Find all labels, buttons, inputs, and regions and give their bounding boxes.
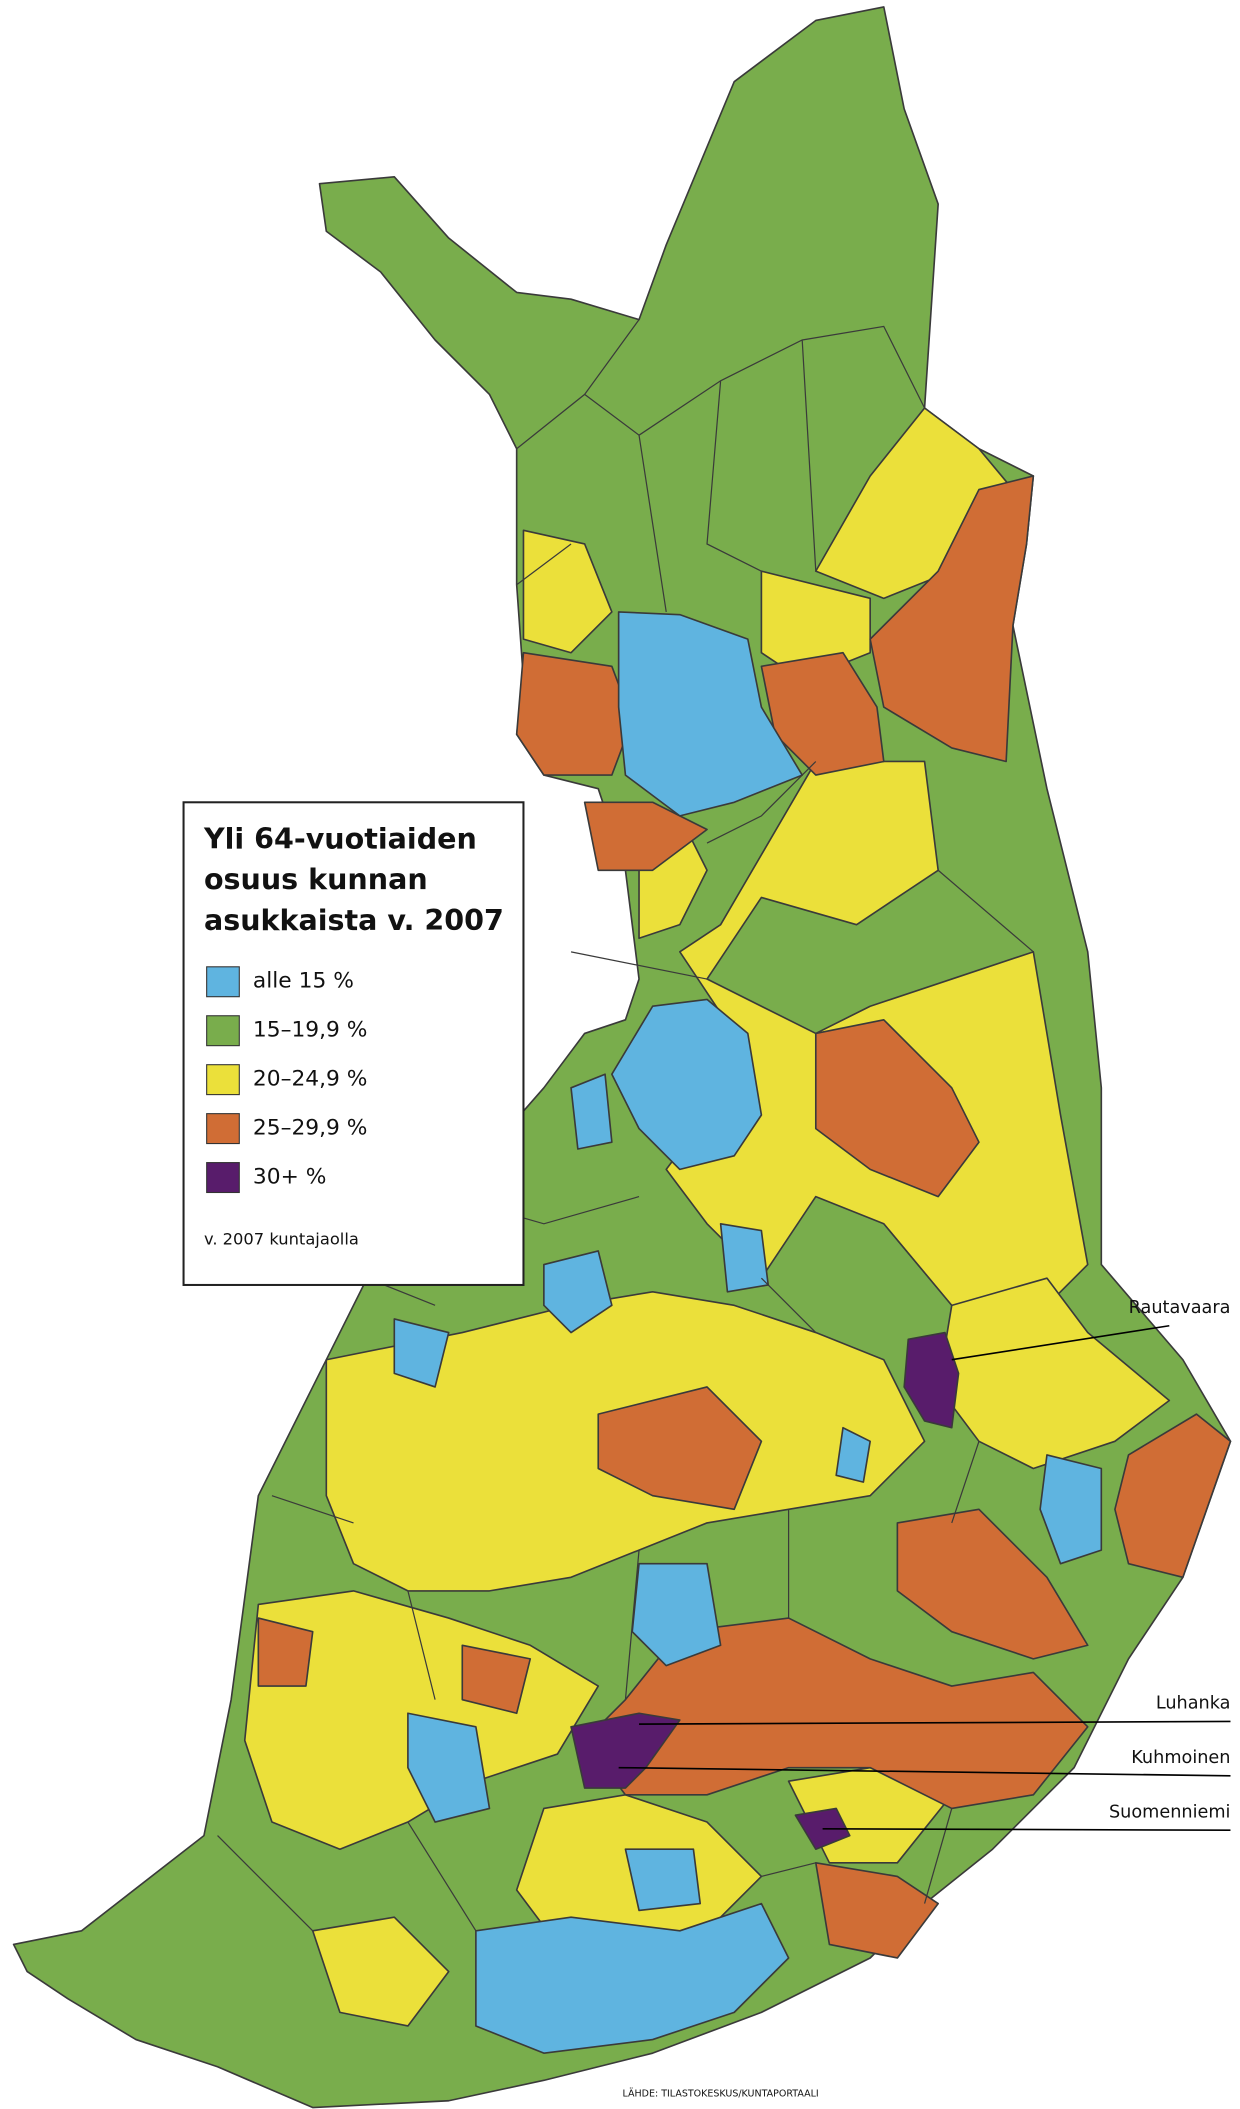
callout-lines xyxy=(618,1324,1231,1831)
callout-label: Kuhmoinen xyxy=(1131,1748,1230,1768)
region xyxy=(903,1331,960,1429)
legend-label: 25–29,9 % xyxy=(253,1116,368,1141)
callout-line xyxy=(822,1828,1231,1831)
callout-label: Luhanka xyxy=(1156,1694,1231,1714)
municipal-borders xyxy=(217,319,1034,1932)
blue-areas xyxy=(393,611,1103,2054)
legend-label: 20–24,9 % xyxy=(253,1067,368,1092)
title-line: Yli 64-vuotiaiden xyxy=(203,821,477,855)
region xyxy=(407,1712,491,1823)
region xyxy=(597,1386,763,1511)
region xyxy=(719,1222,770,1293)
legend-note: v. 2007 kuntajaolla xyxy=(204,1230,359,1249)
callouts: Rautavaara Luhanka Kuhmoinen Suomenniemi xyxy=(1109,1298,1231,1822)
region xyxy=(393,1318,450,1388)
legend-swatch xyxy=(206,966,240,998)
title-line: osuus kunnan xyxy=(204,862,428,896)
region xyxy=(896,1508,1089,1660)
title-line: asukkaista v. 2007 xyxy=(204,903,504,937)
source: LÄHDE: TILASTOKESKUS/KUNTAPORTAALI xyxy=(623,2088,819,2099)
legend-swatch xyxy=(206,1064,240,1096)
callout-line xyxy=(951,1324,1170,1361)
region xyxy=(461,1644,532,1715)
region xyxy=(617,611,804,817)
callout-line xyxy=(639,1720,1231,1725)
callout-line xyxy=(618,1766,1231,1777)
region xyxy=(522,529,613,654)
region xyxy=(515,651,634,776)
legend-box xyxy=(182,801,525,1286)
region xyxy=(624,1848,702,1912)
region xyxy=(311,1916,450,2027)
legend-swatch xyxy=(206,1162,240,1194)
legend-label: 30+ % xyxy=(253,1165,326,1190)
legend-swatch xyxy=(206,1015,240,1047)
region xyxy=(611,998,763,1171)
legend-label: alle 15 % xyxy=(253,969,354,994)
region xyxy=(543,1250,613,1334)
region xyxy=(631,1562,722,1667)
legend-label: 15–19,9 % xyxy=(253,1018,368,1043)
region xyxy=(475,1902,790,2054)
region xyxy=(583,801,708,872)
region xyxy=(869,475,1035,763)
region xyxy=(1114,1413,1232,1579)
region xyxy=(814,1019,980,1198)
region xyxy=(570,1073,613,1150)
region xyxy=(257,1617,314,1687)
region xyxy=(814,1861,939,1959)
orange-areas xyxy=(257,475,1232,1959)
legend: Yli 64-vuotiaiden osuus kunnan asukkaist… xyxy=(182,801,525,1286)
region xyxy=(835,1426,871,1483)
callout-label: Rautavaara xyxy=(1129,1298,1231,1318)
legend-swatch xyxy=(206,1113,240,1145)
callout-label: Suomenniemi xyxy=(1109,1803,1231,1823)
region xyxy=(1039,1454,1103,1565)
